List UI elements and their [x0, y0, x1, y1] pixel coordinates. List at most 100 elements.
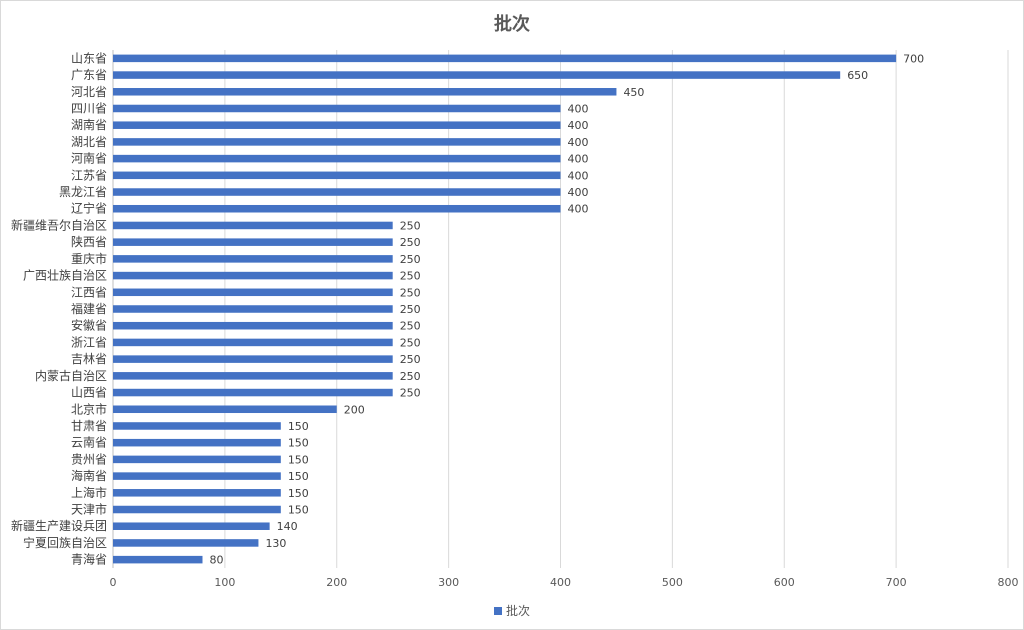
bar — [113, 54, 897, 63]
bar — [113, 405, 337, 414]
data-label: 450 — [623, 86, 644, 99]
data-label: 150 — [288, 437, 309, 450]
bar — [113, 154, 561, 163]
x-tick-label: 200 — [326, 576, 347, 589]
category-label: 福建省 — [71, 301, 107, 316]
data-label: 250 — [400, 353, 421, 366]
data-label: 150 — [288, 470, 309, 483]
bar — [113, 321, 393, 330]
data-label: 400 — [568, 119, 589, 132]
data-label: 150 — [288, 420, 309, 433]
bar — [113, 372, 393, 380]
category-label: 辽宁省 — [71, 201, 107, 216]
data-label: 400 — [568, 169, 589, 182]
data-label: 400 — [568, 136, 589, 149]
x-tick-label: 500 — [662, 576, 683, 589]
bar — [113, 438, 281, 447]
bar — [113, 472, 281, 480]
bar — [113, 171, 561, 180]
category-label: 内蒙古自治区 — [35, 368, 107, 383]
category-label: 黑龙江省 — [59, 185, 107, 199]
bar — [113, 88, 617, 96]
category-label: 陕西省 — [71, 234, 107, 249]
x-tick-label: 400 — [550, 576, 571, 589]
bar — [113, 388, 393, 397]
bar — [113, 455, 281, 464]
category-label: 北京市 — [71, 401, 107, 416]
data-label: 700 — [903, 52, 924, 65]
x-tick-label: 600 — [774, 576, 795, 589]
data-label: 650 — [847, 69, 868, 82]
category-label: 广东省 — [71, 68, 107, 82]
data-label: 250 — [400, 286, 421, 299]
category-label: 浙江省 — [71, 335, 107, 349]
data-label: 250 — [400, 320, 421, 333]
category-label: 青海省 — [71, 552, 107, 567]
data-label: 250 — [400, 336, 421, 349]
bar — [113, 71, 841, 79]
bar — [113, 121, 561, 129]
category-label: 重庆市 — [71, 251, 107, 266]
category-label: 海南省 — [71, 468, 107, 483]
data-label: 150 — [288, 504, 309, 517]
bar — [113, 238, 393, 246]
bar — [113, 305, 393, 313]
category-label: 河北省 — [71, 85, 107, 99]
bar — [113, 221, 393, 230]
bar — [113, 204, 561, 213]
category-label: 吉林省 — [71, 352, 107, 366]
data-label: 250 — [400, 253, 421, 266]
data-label: 250 — [400, 303, 421, 316]
category-label: 天津市 — [71, 502, 107, 517]
category-label: 宁夏回族自治区 — [23, 535, 107, 550]
data-label: 400 — [568, 186, 589, 199]
bar — [113, 188, 561, 196]
bar — [113, 271, 393, 280]
bar — [113, 355, 393, 363]
category-label: 江西省 — [71, 285, 107, 299]
category-label: 山东省 — [71, 51, 107, 65]
category-label: 云南省 — [71, 435, 107, 450]
data-label: 250 — [400, 387, 421, 400]
bar — [113, 555, 203, 564]
category-label: 安徽省 — [71, 318, 107, 333]
data-label: 200 — [344, 403, 365, 416]
data-label: 250 — [400, 219, 421, 232]
category-label: 新疆生产建设兵团 — [11, 518, 107, 533]
category-label: 湖南省 — [71, 117, 107, 132]
data-label: 140 — [277, 520, 298, 533]
category-label: 新疆维吾尔自治区 — [11, 217, 107, 232]
legend-swatch — [493, 606, 502, 615]
category-label: 上海市 — [71, 485, 107, 500]
bar — [113, 489, 281, 497]
data-label: 150 — [288, 487, 309, 500]
data-label: 250 — [400, 370, 421, 383]
x-tick-label: 100 — [214, 576, 235, 589]
bar — [113, 522, 270, 530]
bar — [113, 138, 561, 146]
bar — [113, 104, 561, 113]
x-tick-label: 800 — [998, 576, 1019, 589]
bar — [113, 338, 393, 347]
x-tick-label: 0 — [110, 576, 117, 589]
data-label: 80 — [210, 554, 224, 567]
x-tick-label: 300 — [438, 576, 459, 589]
legend: 批次 — [0, 602, 1024, 619]
category-label: 河南省 — [71, 151, 107, 166]
data-label: 400 — [568, 203, 589, 216]
bar — [113, 288, 393, 297]
category-label: 湖北省 — [71, 134, 107, 149]
bar — [113, 255, 393, 263]
category-label: 四川省 — [71, 101, 107, 115]
data-label: 150 — [288, 453, 309, 466]
category-label: 江苏省 — [71, 168, 107, 182]
data-label: 250 — [400, 236, 421, 249]
data-label: 130 — [265, 537, 286, 550]
bar — [113, 422, 281, 430]
chart-title: 批次 — [494, 14, 530, 35]
data-label: 400 — [568, 153, 589, 166]
data-label: 400 — [568, 102, 589, 115]
category-label: 山西省 — [71, 386, 107, 400]
category-label: 贵州省 — [71, 452, 107, 466]
